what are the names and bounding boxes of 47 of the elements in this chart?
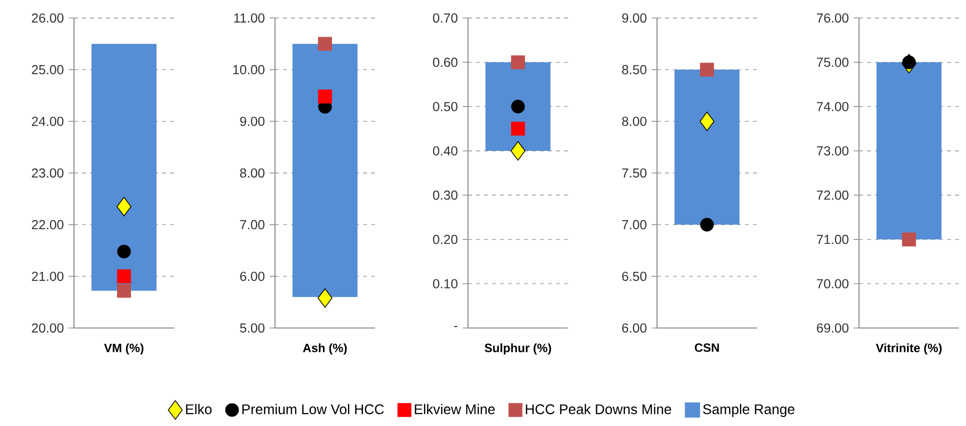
legend-label: HCC Peak Downs Mine <box>526 404 672 414</box>
x-tick-label: CSN <box>694 343 719 352</box>
legend-label: Sample Range <box>703 404 794 417</box>
x-tick-label: Vitrinite (%) <box>876 343 942 355</box>
y-tick-label: 5.00 <box>240 323 264 333</box>
y-tick-label: 23.00 <box>32 168 64 178</box>
y-tick-label: 7.50 <box>622 168 646 178</box>
legend-label: Premium Low Vol HCC <box>242 404 384 414</box>
y-tick-label: 0.40 <box>433 146 458 156</box>
y-tick-label: 8.50 <box>622 65 646 74</box>
y-tick-label: 8.00 <box>240 168 264 178</box>
y-tick-label: 0.10 <box>433 279 458 288</box>
y-tick-label: 24.00 <box>32 116 64 126</box>
y-tick-label: 8.00 <box>622 116 646 126</box>
y-tick-label: 0.30 <box>433 190 458 200</box>
y-tick-label: 75.00 <box>816 58 848 67</box>
y-tick-label: 22.00 <box>32 220 64 230</box>
y-tick-label: 0.60 <box>433 58 458 67</box>
y-tick-label: 6.00 <box>240 272 264 281</box>
y-tick-label: 7.00 <box>622 220 646 230</box>
y-tick-label: 74.00 <box>816 102 848 112</box>
y-tick-label: 9.00 <box>240 116 264 126</box>
y-tick-label: - <box>454 326 458 328</box>
y-tick-label: 70.00 <box>816 279 848 288</box>
y-tick-label: 6.50 <box>622 272 646 281</box>
x-tick-label: Ash (%) <box>302 343 347 355</box>
y-tick-label: 21.00 <box>32 272 64 281</box>
y-tick-label: 10.00 <box>233 65 264 74</box>
y-tick-label: 6.00 <box>622 323 646 333</box>
x-tick-label: VM (%) <box>104 343 144 355</box>
legend-label: Elko <box>186 404 212 414</box>
y-tick-label: 9.00 <box>622 13 646 23</box>
y-tick-label: 20.00 <box>32 323 64 333</box>
y-tick-label: 0.70 <box>433 13 458 23</box>
y-tick-label: 72.00 <box>816 190 848 200</box>
y-tick-label: 26.00 <box>32 13 64 23</box>
y-tick-label: 71.00 <box>816 234 848 244</box>
y-tick-label: 73.00 <box>816 146 848 156</box>
y-tick-label: 0.20 <box>433 234 458 244</box>
y-tick-label: 25.00 <box>32 65 64 74</box>
legend-label: Elkview Mine <box>414 404 495 414</box>
y-tick-label: 0.50 <box>433 102 458 112</box>
y-tick-label: 76.00 <box>816 13 848 23</box>
x-tick-label: Sulphur (%) <box>484 343 552 355</box>
y-tick-label: 69.00 <box>816 323 848 333</box>
y-tick-label: 11.00 <box>234 13 264 23</box>
y-tick-label: 7.00 <box>240 220 264 230</box>
